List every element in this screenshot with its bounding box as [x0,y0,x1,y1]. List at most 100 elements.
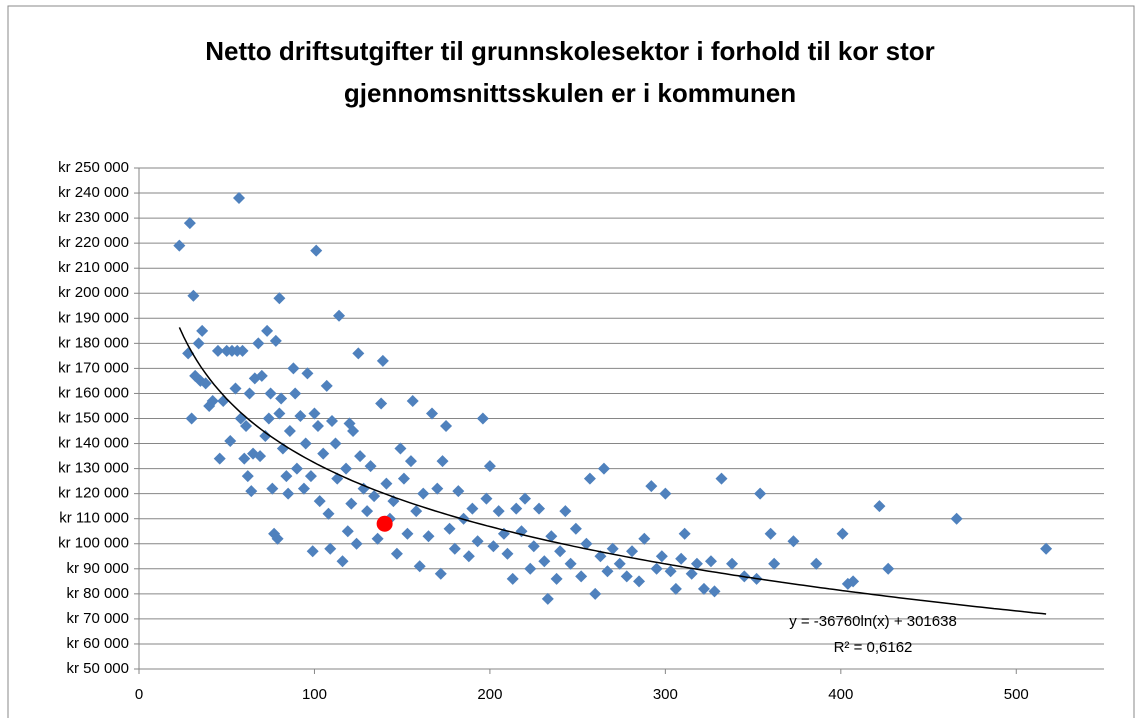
point [406,394,419,407]
point [613,557,626,570]
point [452,485,465,498]
point [322,507,335,520]
point [187,289,200,302]
point [524,562,537,575]
y-tick-label: kr 210 000 [58,259,129,276]
point [375,397,388,410]
point [354,450,367,463]
trendline [178,327,1047,615]
chart-title: Netto driftsutgifter til grunnskolesekto… [205,36,935,108]
point [252,337,265,350]
point [259,430,272,443]
point [199,377,212,390]
y-tick-label: kr 180 000 [58,334,129,351]
point [764,527,777,540]
point [690,557,703,570]
point [659,487,672,500]
point [462,550,475,563]
point [394,442,407,455]
y-tick-label: kr 140 000 [58,435,129,452]
point [243,387,256,400]
point [754,487,767,500]
point [282,487,295,500]
point [192,337,205,350]
point [810,557,823,570]
point [704,555,717,568]
point [633,575,646,588]
point [440,420,453,433]
point [350,537,363,550]
point [273,292,286,305]
trend-r2: R² = 0,6162 [834,639,913,656]
point [422,530,435,543]
point [606,542,619,555]
x-tick-label: 200 [477,686,502,703]
point [431,482,444,495]
point [313,495,326,508]
point [304,470,317,483]
point [434,567,447,580]
point [559,505,572,518]
point [294,409,307,422]
y-tick-label: kr 240 000 [58,184,129,201]
point [213,452,226,465]
point [594,550,607,563]
point [185,412,198,425]
point [206,394,219,407]
point [397,472,410,485]
point [575,570,588,583]
trend-equation: y = -36760ln(x) + 301638 [789,613,957,630]
y-tick-label: kr 70 000 [66,610,129,627]
point [404,455,417,468]
point [873,500,886,513]
point [211,344,224,357]
point [301,367,314,380]
point [950,512,963,525]
point [262,412,275,425]
point [329,437,342,450]
point [224,435,237,448]
point [266,482,279,495]
y-tick-label: kr 60 000 [66,635,129,652]
point [708,585,721,598]
point [675,552,688,565]
point [550,572,563,585]
point [341,525,354,538]
point [483,460,496,473]
y-tick-label: kr 160 000 [58,384,129,401]
point [664,565,677,578]
point [847,575,860,588]
point [533,502,546,515]
point [583,472,596,485]
point [541,592,554,605]
y-tick-label: kr 200 000 [58,284,129,301]
point [290,462,303,475]
x-tick-label: 500 [1004,686,1029,703]
point [371,532,384,545]
point [255,369,268,382]
point [240,420,253,433]
highlight-point [376,515,393,532]
y-tick-label: kr 130 000 [58,460,129,477]
point [368,490,381,503]
point [471,535,484,548]
point [320,379,333,392]
point [554,545,567,558]
x-tick-label: 0 [135,686,143,703]
point [413,560,426,573]
point [564,557,577,570]
point [638,532,651,545]
point [645,480,658,493]
point [340,462,353,475]
point [352,347,365,360]
point [390,547,403,560]
point [196,324,209,337]
point [233,192,246,205]
point [271,532,284,545]
point [620,570,633,583]
point [836,527,849,540]
point [436,455,449,468]
point [310,244,323,257]
